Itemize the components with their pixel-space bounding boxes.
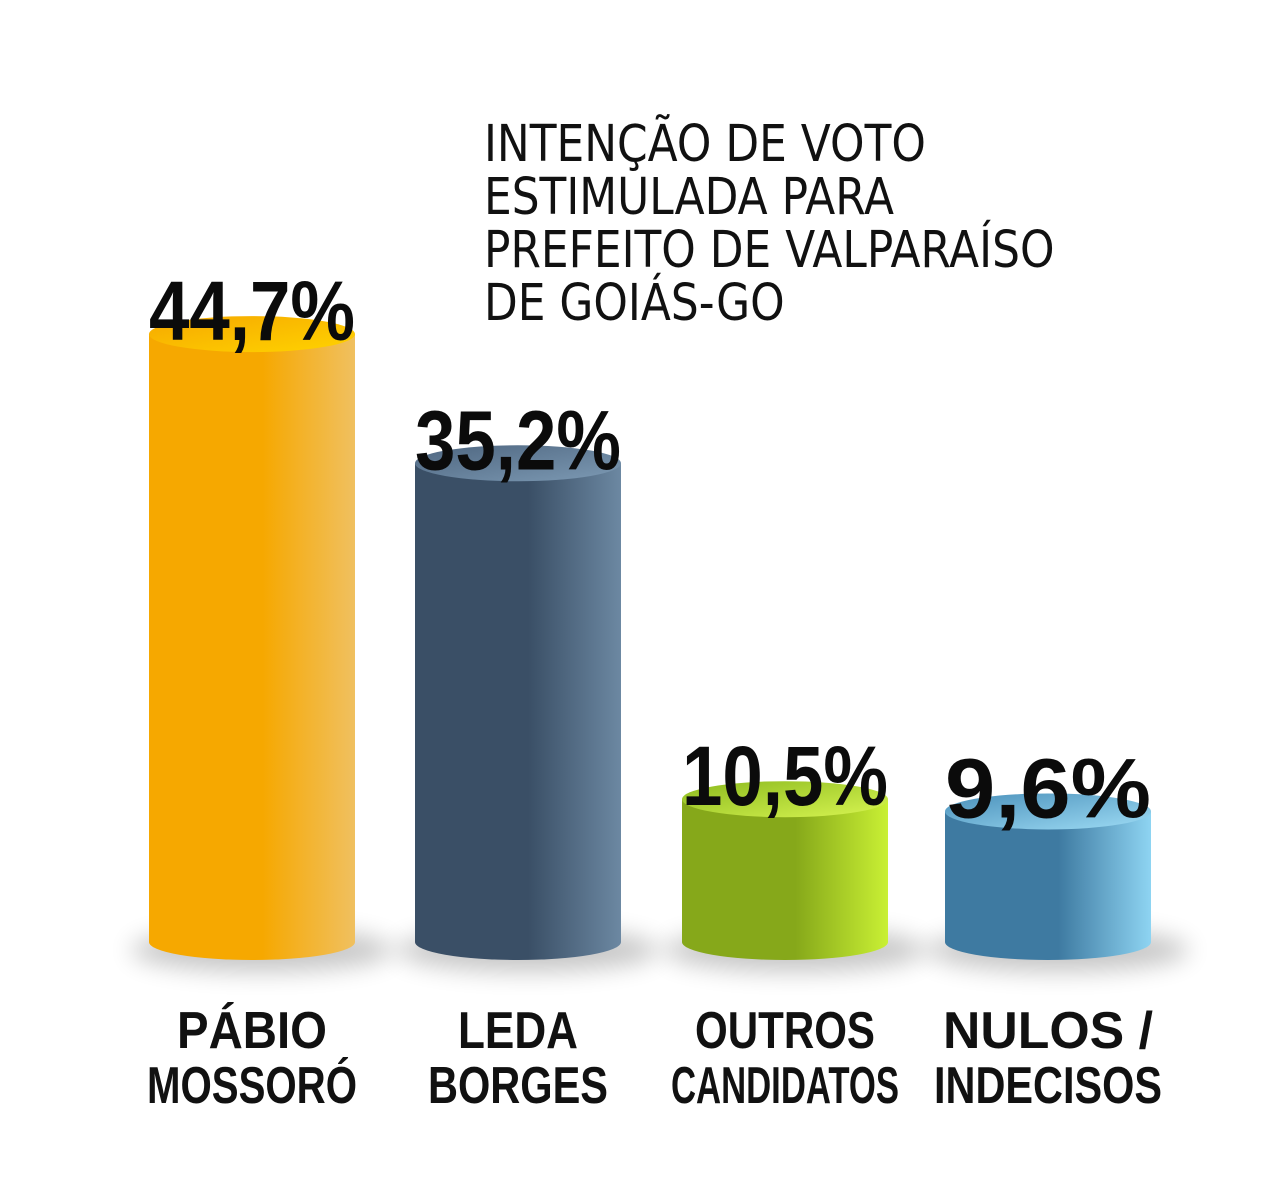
category-label-line: BORGES — [428, 1057, 608, 1115]
bar-body — [149, 334, 355, 960]
title-line-3: PREFEITO DE VALPARAÍSO — [484, 221, 1055, 280]
bar-4 — [945, 793, 1151, 960]
category-label-line: INDECISOS — [934, 1057, 1162, 1115]
value-label: 35,2% — [415, 393, 621, 487]
title-line-4: DE GOIÁS-GO — [484, 274, 785, 333]
value-label: 44,7% — [149, 264, 355, 358]
title-line-1: INTENÇÃO DE VOTO — [484, 115, 926, 174]
bar-body — [945, 811, 1151, 960]
bar-body — [415, 463, 621, 960]
bar-top — [149, 316, 355, 353]
value-label: 9,6% — [945, 741, 1151, 835]
bar-top — [415, 445, 621, 482]
bars — [149, 316, 1151, 960]
category-label-line: MOSSORÓ — [147, 1057, 357, 1115]
category-label-line: NULOS / — [943, 1002, 1153, 1060]
chart-title: INTENÇÃO DE VOTO ESTIMULADA PARA PREFEIT… — [484, 118, 1184, 330]
bar-top — [682, 781, 888, 818]
category-label-line: PÁBIO — [177, 1002, 327, 1060]
title-line-2: ESTIMULADA PARA — [484, 168, 894, 227]
bar-top — [945, 793, 1151, 830]
category-label-line: OUTROS — [695, 1002, 875, 1060]
category-label-line: CANDIDATOS — [671, 1057, 899, 1115]
bar-1 — [149, 316, 355, 960]
value-labels: 44,7% 35,2% 10,5% 9,6% — [149, 264, 1151, 835]
bar-2 — [415, 445, 621, 960]
bar-3 — [682, 781, 888, 960]
category-label-line: LEDA — [458, 1002, 578, 1060]
bar-body — [682, 799, 888, 960]
value-label: 10,5% — [682, 729, 888, 823]
